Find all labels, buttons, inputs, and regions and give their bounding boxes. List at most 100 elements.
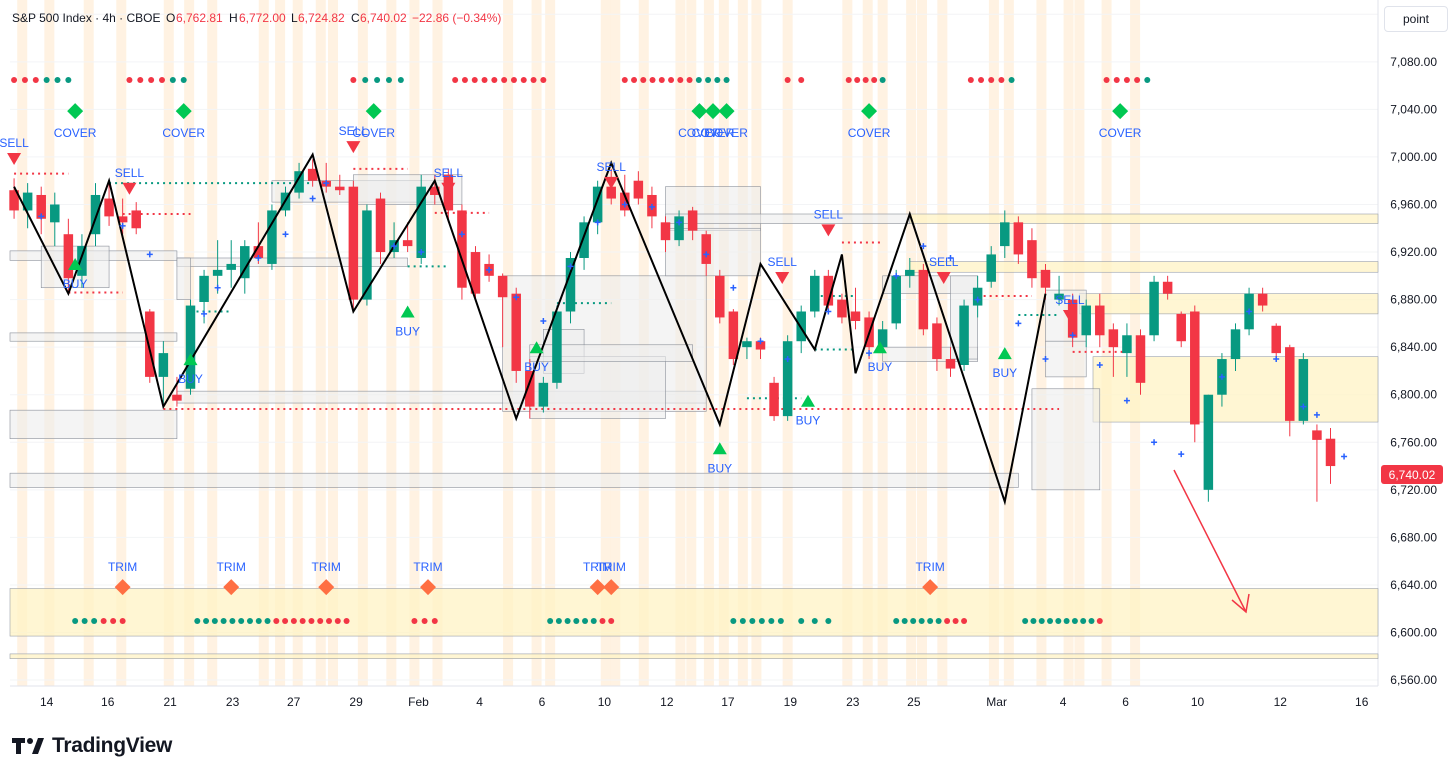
candle-body	[416, 186, 426, 258]
trim-diamond-icon	[589, 579, 606, 596]
time-axis[interactable]: 14 16 21 23 27 29 Feb 4 6 10 12 17 19 23 25 Mar 4 6 10 12 16	[40, 695, 1369, 709]
buy-triangle-icon	[529, 341, 544, 354]
candle-body	[348, 186, 359, 300]
change-value: −22.86 (−0.34%)	[412, 11, 501, 25]
candle-body	[185, 305, 196, 389]
candle	[36, 186, 46, 235]
signal-dot	[180, 77, 187, 83]
time-tick-label: Feb	[408, 695, 429, 709]
price-tick-label: 6,560.00	[1390, 673, 1437, 687]
cover-diamond-icon	[691, 103, 708, 120]
candle	[77, 234, 87, 288]
session-band	[842, 0, 853, 686]
candle-body	[538, 382, 549, 407]
signal-dot	[169, 77, 176, 83]
sell-triangle-icon	[1062, 309, 1077, 322]
signal-dot	[264, 618, 271, 624]
signal-buy: BUY	[796, 394, 820, 428]
signal-markers: SELL SELL SELL SELL SELL SELL SELL SELL SELL BUY B…	[0, 103, 1142, 596]
signal-dot	[988, 77, 995, 83]
signal-label: TRIM	[597, 560, 626, 574]
signal-dot	[573, 618, 580, 624]
candle-body	[1176, 313, 1186, 342]
candle-body	[565, 257, 576, 312]
signal-label: COVER	[1099, 126, 1142, 140]
candle-body	[755, 341, 766, 350]
time-tick-label: 4	[1060, 695, 1067, 709]
sell-triangle-icon	[7, 153, 22, 166]
signal-dot	[194, 618, 201, 624]
cover-diamond-icon	[67, 103, 84, 120]
session-band	[328, 0, 338, 686]
signal-dot	[461, 77, 468, 83]
signal-dot	[1113, 77, 1120, 83]
buy-triangle-icon	[872, 341, 887, 354]
signal-label: TRIM	[217, 560, 246, 574]
drift-plus-marker	[391, 243, 398, 250]
price-tick-label: 6,920.00	[1390, 245, 1437, 259]
signal-label: BUY	[178, 372, 203, 386]
signal-dot	[918, 618, 925, 624]
candle	[1027, 228, 1037, 288]
signal-dot	[471, 77, 478, 83]
signal-label: SELL	[339, 124, 369, 138]
candle-body	[918, 269, 929, 330]
candle	[810, 269, 820, 318]
candle-body	[1285, 347, 1295, 421]
candle-body	[905, 269, 915, 276]
time-tick-label: 29	[349, 695, 363, 709]
signal-dot	[91, 618, 98, 624]
price-tick-label: 7,040.00	[1390, 102, 1437, 116]
candle-body	[823, 275, 834, 306]
signal-dot	[927, 618, 934, 624]
close-value: 6,740.02	[360, 11, 407, 25]
price-scale-unit-button[interactable]: point	[1384, 6, 1448, 32]
time-tick-label: 23	[846, 695, 860, 709]
signal-label: TRIM	[413, 560, 442, 574]
drift-plus-marker	[648, 203, 655, 210]
zigzag-line	[13, 151, 1047, 506]
session-band	[988, 0, 999, 686]
candle	[402, 222, 413, 253]
signal-dot	[159, 77, 165, 83]
signal-dot	[326, 618, 333, 624]
signal-trim: TRIM	[217, 560, 246, 596]
session-band	[17, 0, 28, 686]
candle-body	[1312, 430, 1322, 440]
drift-plus-marker	[1015, 320, 1022, 327]
candle-body	[1230, 329, 1241, 360]
signal-cover: COVER	[848, 103, 891, 140]
signal-label: TRIM	[583, 560, 612, 574]
price-axis[interactable]: 6,560.00 6,600.00 6,640.00 6,680.00 6,720.00…	[1390, 7, 1437, 687]
candle-body	[552, 311, 562, 383]
drift-plus-marker	[676, 219, 683, 226]
signal-dot	[421, 618, 428, 624]
signal-buy: BUY	[868, 341, 892, 374]
signal-label: BUY	[707, 461, 732, 475]
signal-dot	[784, 77, 791, 83]
signal-dot	[777, 618, 784, 624]
candle	[769, 376, 779, 421]
signal-dot	[1144, 77, 1151, 83]
candle-body	[1095, 305, 1105, 336]
drift-plus-marker	[594, 219, 601, 226]
signal-dot	[705, 77, 712, 83]
candle-body	[22, 192, 33, 211]
candle	[674, 210, 684, 247]
time-tick-label: 16	[101, 695, 115, 709]
drift-plus-marker	[1341, 453, 1348, 460]
candle	[552, 305, 562, 389]
drift-plus-marker	[1313, 411, 1320, 418]
signal-dot	[798, 77, 805, 83]
buy-triangle-icon	[400, 305, 415, 318]
candle-body	[430, 186, 440, 195]
signal-buy: BUY	[707, 442, 732, 475]
candle	[63, 218, 74, 294]
candle-body	[660, 222, 671, 241]
candle	[470, 246, 481, 300]
signal-dot	[137, 77, 144, 83]
time-tick-label: 14	[40, 695, 54, 709]
price-tick-label: 6,760.00	[1390, 435, 1437, 449]
